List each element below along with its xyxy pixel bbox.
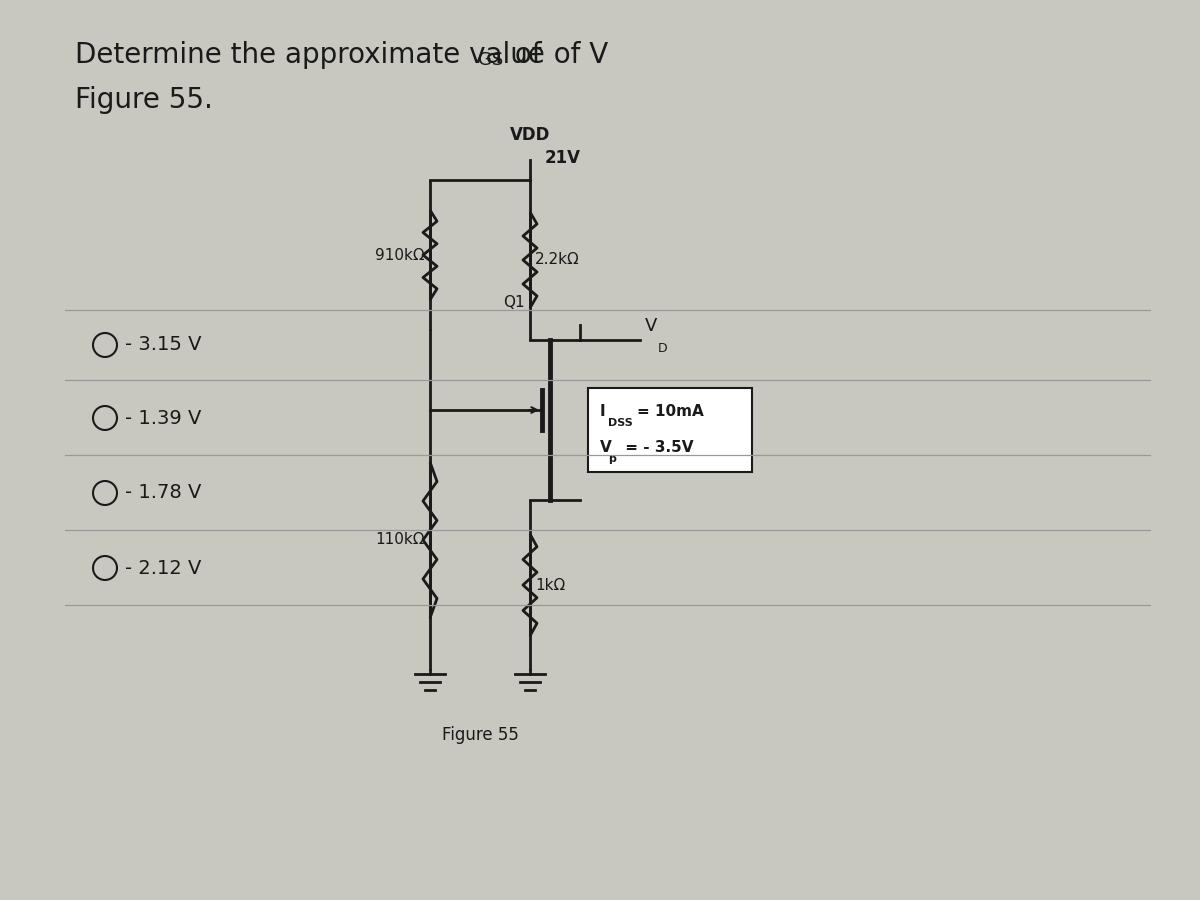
Text: D: D <box>658 342 667 355</box>
Text: GS: GS <box>478 51 504 69</box>
Text: - 2.12 V: - 2.12 V <box>125 559 202 578</box>
Text: V: V <box>646 317 658 335</box>
Text: VDD: VDD <box>510 126 550 144</box>
Text: 1kΩ: 1kΩ <box>535 578 565 592</box>
Text: 910kΩ: 910kΩ <box>376 248 425 263</box>
Text: p: p <box>608 454 616 464</box>
Text: I: I <box>600 404 606 419</box>
Text: of: of <box>506 41 541 69</box>
Text: = - 3.5V: = - 3.5V <box>620 440 694 455</box>
Text: - 1.78 V: - 1.78 V <box>125 483 202 502</box>
Text: V: V <box>600 440 612 455</box>
Text: 110kΩ: 110kΩ <box>376 533 425 547</box>
Text: Figure 55: Figure 55 <box>442 726 518 744</box>
FancyBboxPatch shape <box>588 388 752 472</box>
Text: - 3.15 V: - 3.15 V <box>125 336 202 355</box>
Text: 21V: 21V <box>545 149 581 167</box>
Text: - 1.39 V: - 1.39 V <box>125 409 202 428</box>
Text: Q1: Q1 <box>503 295 526 310</box>
Text: Determine the approximate value of V: Determine the approximate value of V <box>74 41 608 69</box>
Text: DSS: DSS <box>608 418 632 428</box>
Text: = 10mA: = 10mA <box>637 404 703 419</box>
Text: Figure 55.: Figure 55. <box>74 86 212 114</box>
Text: 2.2kΩ: 2.2kΩ <box>535 253 580 267</box>
